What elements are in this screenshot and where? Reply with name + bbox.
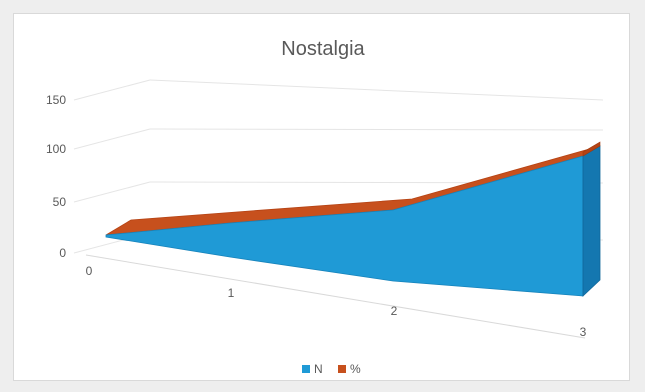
legend: N% [302, 362, 361, 376]
axis-layer: 0 50 100 150 0 1 2 3 [46, 93, 587, 339]
legend-swatch-n [302, 365, 310, 373]
y-tick-label-150: 150 [46, 93, 66, 107]
y-tick-label-50: 50 [53, 195, 67, 209]
legend-swatch-percent [338, 365, 346, 373]
gridline-left-50 [73, 181, 151, 203]
y-tick-label-100: 100 [46, 142, 66, 156]
gridline-back-150 [149, 79, 604, 101]
x-tick-label-3: 3 [580, 325, 587, 339]
gridline-back-100 [149, 128, 604, 131]
chart-title: Nostalgia [281, 38, 365, 60]
gridline-left-150 [73, 79, 151, 101]
x-tick-label-0: 0 [86, 264, 93, 278]
x-axis-line [85, 254, 586, 339]
series-percent-side-face [582, 141, 601, 157]
series-layer [105, 141, 601, 297]
series-n-side-face [582, 145, 601, 297]
legend-label-percent: % [350, 362, 361, 376]
x-tick-label-2: 2 [391, 304, 398, 318]
x-tick-label-1: 1 [228, 286, 235, 300]
gridline-left-100 [73, 128, 151, 150]
legend-label-n: N [314, 362, 323, 376]
y-tick-label-0: 0 [59, 246, 66, 260]
